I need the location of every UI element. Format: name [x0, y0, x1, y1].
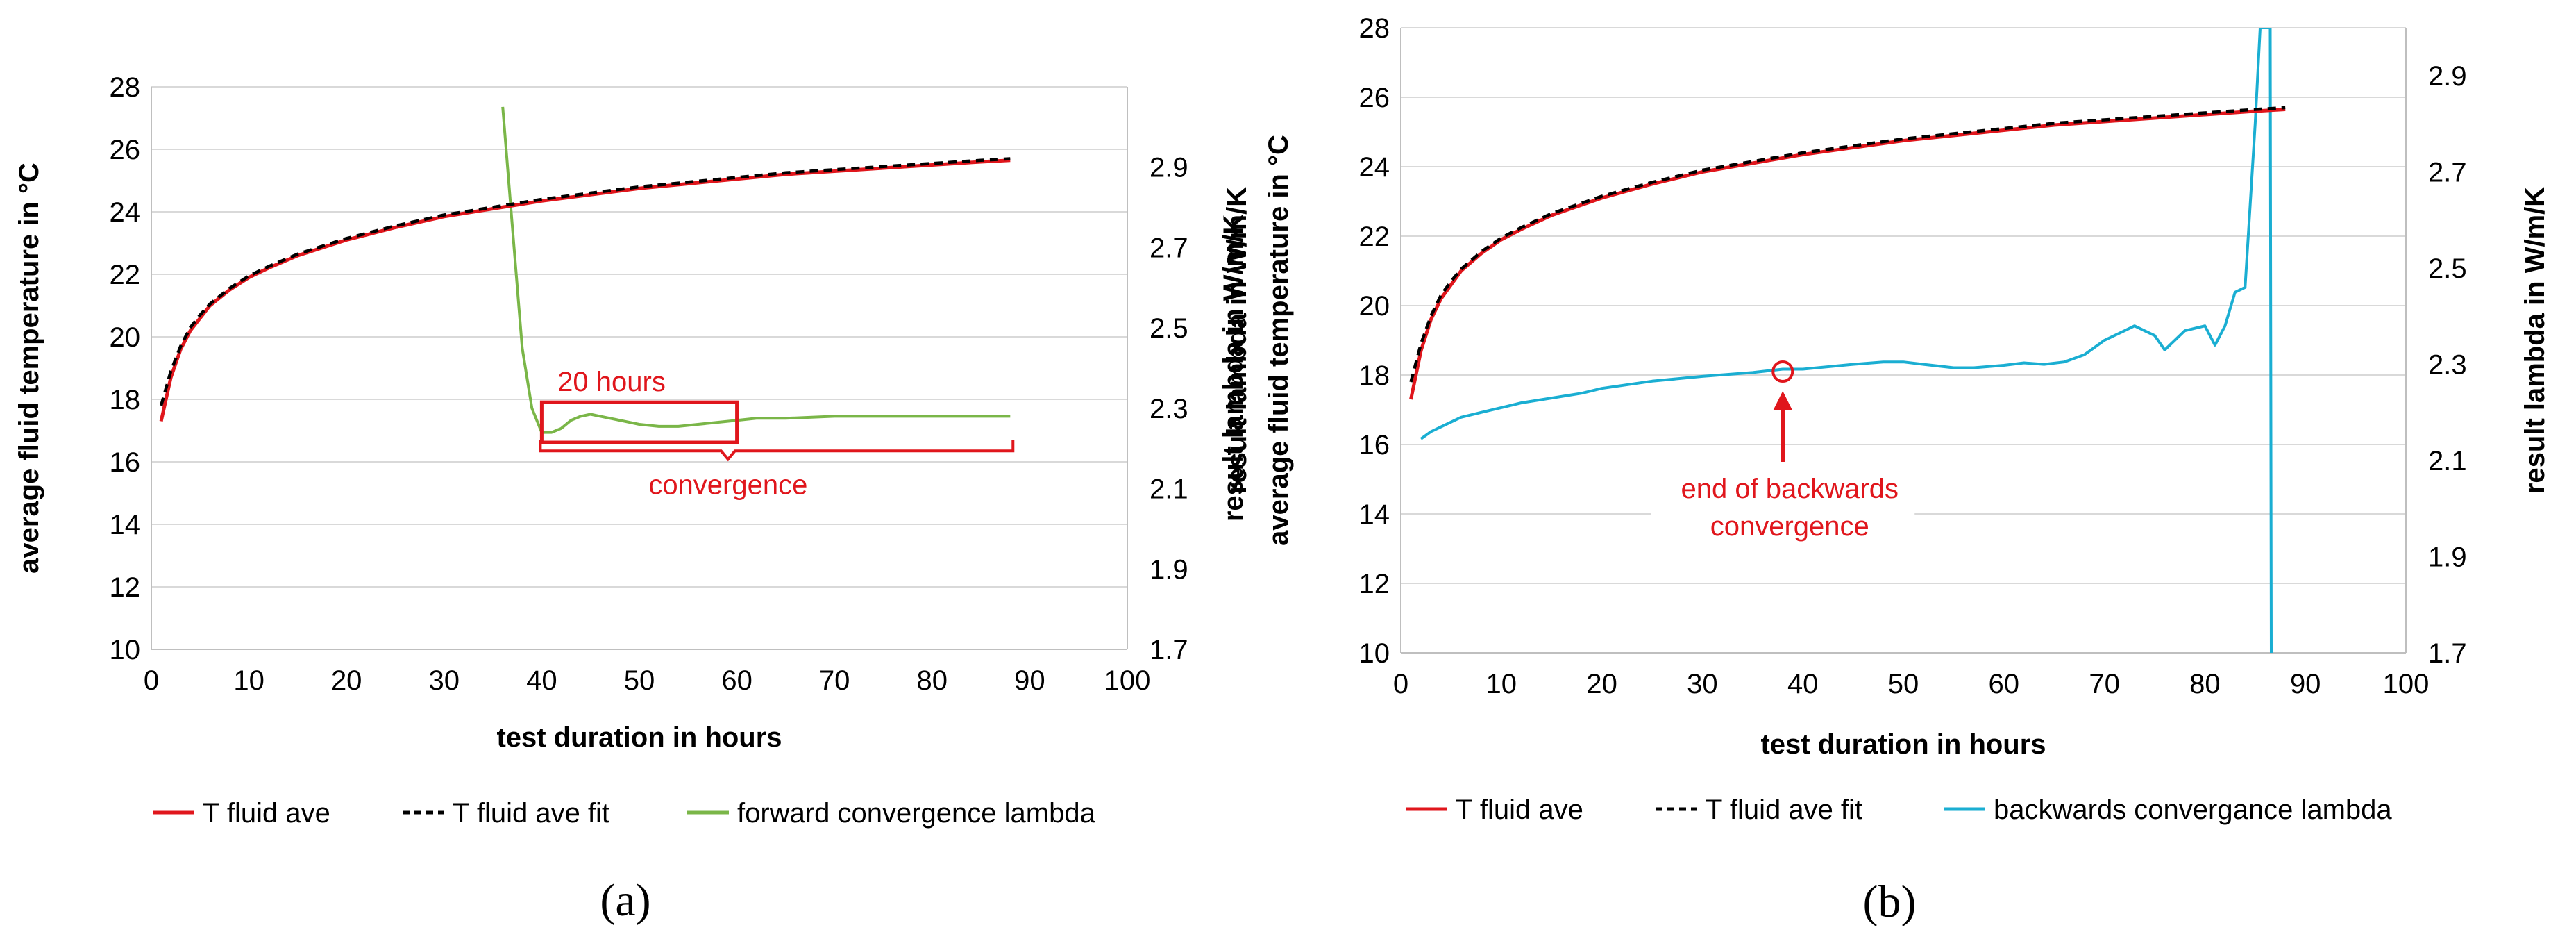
x-tick-b-30: 30 — [1687, 669, 1718, 699]
y-tick-b-18: 18 — [1359, 360, 1390, 391]
x-tick-a-30: 30 — [429, 665, 460, 696]
x-tick-b-0: 0 — [1393, 669, 1408, 699]
annotation-convergence-brace — [539, 440, 1015, 462]
x-axis-title-b: test duration in hours — [1760, 729, 2046, 760]
y2-tick-b-2.7: 2.7 — [2428, 158, 2467, 188]
x-tick-a-10: 10 — [233, 665, 264, 696]
y-tick-b-26: 26 — [1359, 83, 1390, 113]
y-tick-a-10: 10 — [110, 635, 141, 665]
series-line-b-backwards-convergance-lambda — [1420, 28, 2273, 653]
x-tick-a-50: 50 — [624, 665, 655, 696]
y-tick-b-14: 14 — [1359, 499, 1390, 530]
y-tick-b-12: 12 — [1359, 569, 1390, 599]
y2-tick-b-2.5: 2.5 — [2428, 253, 2467, 284]
legend-label-b-0: T fluid ave — [1456, 795, 1583, 825]
x-tick-a-20: 20 — [331, 665, 362, 696]
annotation-arrow-head — [1773, 391, 1793, 410]
y2-tick-a-1.7: 1.7 — [1150, 635, 1188, 665]
x-tick-a-0: 0 — [144, 665, 159, 696]
y-tick-a-26: 26 — [110, 135, 141, 165]
y-tick-a-22: 22 — [110, 260, 141, 290]
y2-tick-b-1.9: 1.9 — [2428, 542, 2467, 573]
panel-a-forward-convergence: 10 12 14 16 18 20 22 24 26 28 1.7 1.9 2.1 2.3 2.5 2.7 2.… — [14, 72, 1249, 926]
annotation-20-hours-label: 20 hours — [557, 367, 666, 397]
panel-b-backwards-convergence: 10 12 14 16 18 20 22 24 26 28 1.7 1.9 2.1 2.3 2.5 2.7 2.… — [1222, 13, 2550, 927]
y-tick-b-24: 24 — [1359, 152, 1390, 183]
y-tick-a-14: 14 — [110, 510, 141, 540]
series-line-a-t-fluid-ave-fit — [159, 157, 1011, 406]
y-axis-title-a: average fluid temperature in °C — [14, 163, 44, 574]
panel-label-b: (b) — [1863, 876, 1917, 927]
x-tick-b-20: 20 — [1586, 669, 1617, 699]
y-axis-title-b: average fluid temperature in °C — [1263, 135, 1294, 546]
annotation-end-label-line1: end of backwards — [1681, 474, 1899, 504]
x-tick-b-40: 40 — [1787, 669, 1819, 699]
legend-label-a-1: T fluid ave fit — [453, 798, 609, 829]
y-tick-a-28: 28 — [110, 72, 141, 103]
y2-tick-a-2.9: 2.9 — [1150, 153, 1188, 183]
x-tick-a-100: 100 — [1104, 665, 1151, 696]
series-line-b-t-fluid-ave-fit — [1409, 106, 2286, 383]
y-tick-b-16: 16 — [1359, 430, 1390, 460]
x-tick-a-40: 40 — [526, 665, 557, 696]
legend-label-a-0: T fluid ave — [203, 798, 330, 829]
x-tick-a-80: 80 — [917, 665, 948, 696]
y2-tick-b-1.7: 1.7 — [2428, 638, 2467, 669]
y2-tick-a-2.3: 2.3 — [1150, 394, 1188, 424]
x-tick-a-90: 90 — [1014, 665, 1045, 696]
annotation-convergence-label: convergence — [648, 469, 807, 500]
y-axis-title-extra-b: result lambda in W/m/K — [1222, 187, 1252, 494]
y-tick-a-18: 18 — [110, 385, 141, 415]
y2-tick-b-2.1: 2.1 — [2428, 446, 2467, 476]
annotation-end-point-circle — [1771, 360, 1794, 383]
series-line-b-t-fluid-ave — [1409, 108, 2286, 400]
annotation-end-label-line2: convergence — [1710, 511, 1869, 542]
y2-tick-a-2.5: 2.5 — [1150, 313, 1188, 344]
y-tick-a-24: 24 — [110, 197, 141, 228]
x-tick-a-70: 70 — [819, 665, 850, 696]
x-tick-b-10: 10 — [1486, 669, 1517, 699]
legend-label-a-2: forward convergence lambda — [737, 798, 1096, 829]
y-tick-a-20: 20 — [110, 322, 141, 353]
y-tick-b-22: 22 — [1359, 222, 1390, 252]
y2-tick-a-2.1: 2.1 — [1150, 474, 1188, 505]
legend-label-b-2: backwards convergance lambda — [1994, 795, 2392, 825]
y-tick-a-12: 12 — [110, 572, 141, 603]
y-tick-a-16: 16 — [110, 447, 141, 478]
x-tick-b-60: 60 — [1989, 669, 2020, 699]
y2-axis-title-b: result lambda in W/m/K — [2520, 187, 2550, 494]
annotation-20-hours-box — [539, 400, 739, 444]
x-tick-b-70: 70 — [2089, 669, 2120, 699]
legend-label-b-1: T fluid ave fit — [1706, 795, 1862, 825]
x-tick-a-60: 60 — [721, 665, 752, 696]
y2-tick-a-2.7: 2.7 — [1150, 233, 1188, 263]
x-axis-title-a: test duration in hours — [496, 722, 782, 753]
x-tick-b-100: 100 — [2383, 669, 2430, 699]
y-tick-b-10: 10 — [1359, 638, 1390, 669]
panel-label-a: (a) — [600, 875, 650, 926]
series-line-a-t-fluid-ave — [159, 158, 1011, 422]
y2-axis-title-a: result lambda in W/m/K — [1218, 215, 1249, 522]
y2-tick-b-2.3: 2.3 — [2428, 350, 2467, 381]
x-tick-b-90: 90 — [2290, 669, 2321, 699]
x-tick-b-50: 50 — [1888, 669, 1919, 699]
annotation-label-backdrop — [1651, 469, 1915, 559]
y-tick-b-28: 28 — [1359, 13, 1390, 44]
x-tick-b-80: 80 — [2189, 669, 2221, 699]
y2-tick-a-1.9: 1.9 — [1150, 554, 1188, 585]
y2-tick-b-2.9: 2.9 — [2428, 61, 2467, 92]
y-tick-b-20: 20 — [1359, 291, 1390, 322]
